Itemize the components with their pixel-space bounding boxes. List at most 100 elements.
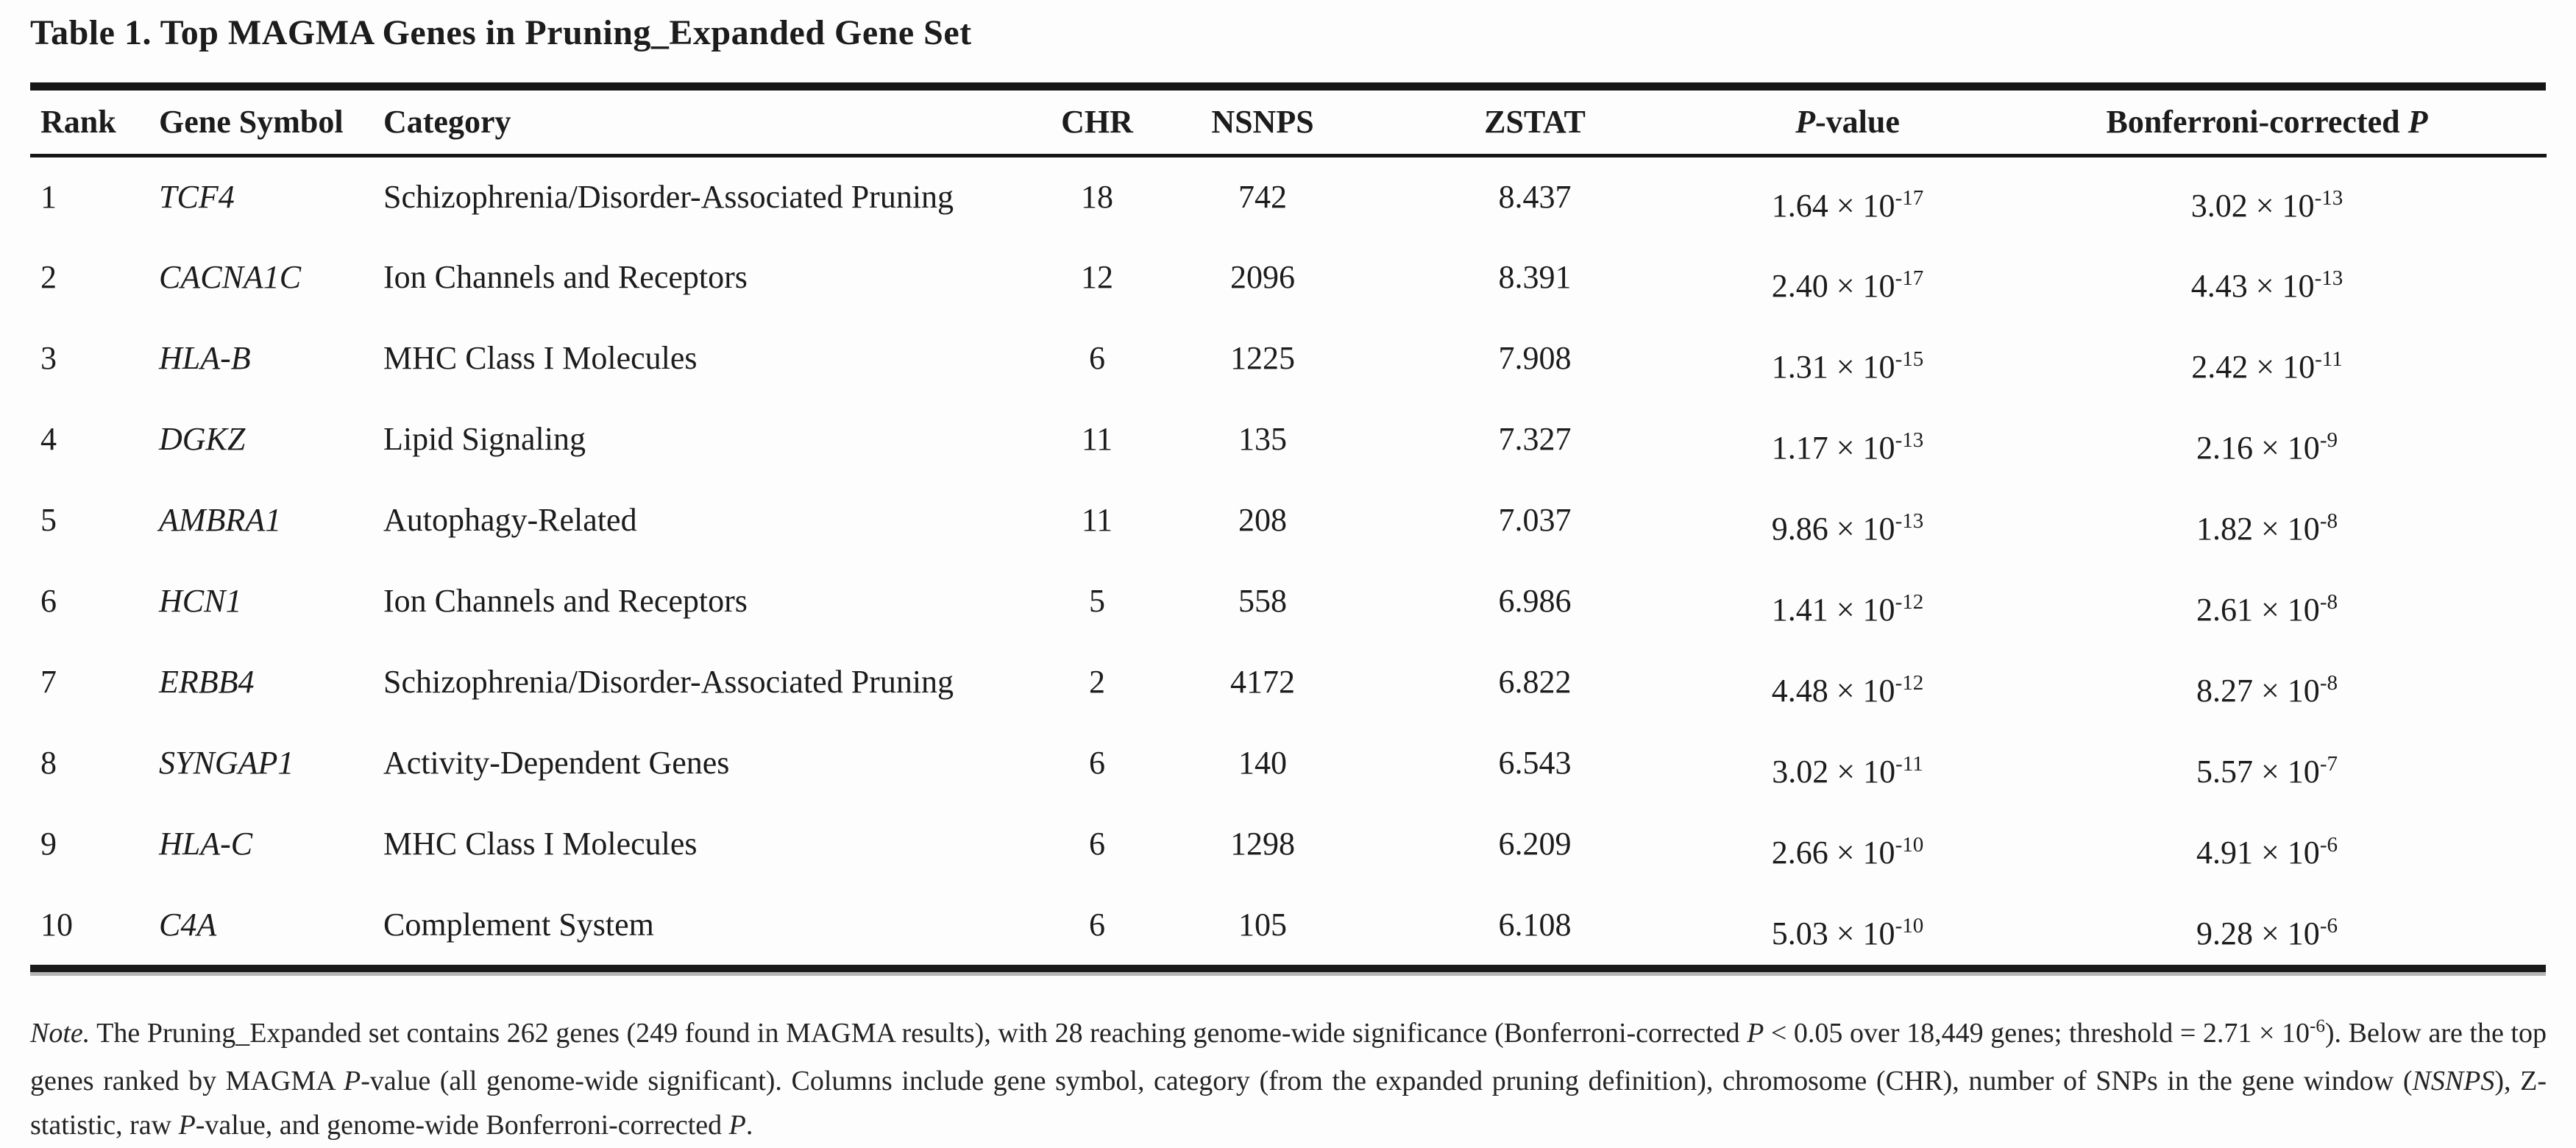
bonferroni-base: 2.61 × 10 — [2196, 591, 2320, 628]
bonferroni-exponent: -8 — [2319, 670, 2338, 695]
table-row: 3 HLA-B MHC Class I Molecules 6 1225 7.9… — [30, 317, 2547, 398]
rank-cell: 9 — [40, 825, 57, 862]
rank-cell: 4 — [40, 420, 57, 457]
bonferroni-cell: 8.27 × 10-8 — [1987, 641, 2547, 722]
chr-cell: 2 — [1089, 663, 1105, 700]
bonferroni-base: 2.16 × 10 — [2196, 429, 2320, 466]
col-header-pvalue: P-value — [1708, 91, 1987, 157]
pvalue-base: 2.40 × 10 — [1771, 267, 1895, 304]
pvalue-exponent: -10 — [1895, 913, 1924, 938]
pvalue-cell: 4.48 × 10-12 — [1708, 641, 1987, 722]
nsnps-cell: 1225 — [1230, 339, 1295, 376]
pvalue-cell: 1.64 × 10-17 — [1708, 155, 1987, 236]
bonferroni-exponent: -13 — [2314, 185, 2343, 210]
bonferroni-base: 1.82 × 10 — [2196, 510, 2320, 547]
zstat-cell: 8.391 — [1498, 258, 1572, 295]
pvalue-base: 1.41 × 10 — [1771, 591, 1895, 628]
bonferroni-base: 4.43 × 10 — [2190, 267, 2315, 304]
nsnps-cell: 135 — [1238, 420, 1287, 457]
table-note: Note. The Pruning_Expanded set contains … — [30, 1016, 2547, 1141]
zstat-cell: 6.822 — [1498, 663, 1572, 700]
pvalue-base: 2.66 × 10 — [1771, 834, 1895, 871]
category-cell: MHC Class I Molecules — [383, 825, 698, 862]
zstat-cell: 6.108 — [1498, 906, 1572, 943]
pvalue-base: 4.48 × 10 — [1771, 672, 1895, 709]
rank-cell: 3 — [40, 339, 57, 376]
gene-symbol-cell: AMBRA1 — [159, 501, 282, 538]
page-title: Table 1. Top MAGMA Genes in Pruning_Expa… — [30, 13, 972, 52]
table-row: 8 SYNGAP1 Activity-Dependent Genes 6 140… — [30, 722, 2547, 803]
chr-cell: 5 — [1089, 582, 1105, 619]
zstat-cell: 7.908 — [1498, 339, 1572, 376]
gene-symbol-cell: HCN1 — [159, 582, 242, 619]
table-body: 1 TCF4 Schizophrenia/Disorder-Associated… — [30, 155, 2547, 965]
pvalue-exponent: -10 — [1895, 832, 1924, 857]
pvalue-cell: 2.40 × 10-17 — [1708, 236, 1987, 317]
table-row: 4 DGKZ Lipid Signaling 11 135 7.327 1.17… — [30, 398, 2547, 479]
rank-cell: 5 — [40, 501, 57, 538]
category-cell: Activity-Dependent Genes — [383, 744, 730, 781]
col-header-rank: Rank — [30, 91, 159, 157]
pvalue-cell: 1.17 × 10-13 — [1708, 398, 1987, 479]
bonferroni-exponent: -6 — [2319, 832, 2338, 857]
pvalue-cell: 3.02 × 10-11 — [1708, 722, 1987, 803]
rank-cell: 2 — [40, 258, 57, 295]
pvalue-exponent: -17 — [1895, 266, 1924, 290]
pvalue-base: 5.03 × 10 — [1771, 915, 1895, 952]
bonferroni-base: 3.02 × 10 — [2190, 187, 2315, 224]
chr-cell: 6 — [1089, 339, 1105, 376]
bonferroni-exponent: -8 — [2319, 589, 2338, 614]
table-row: 5 AMBRA1 Autophagy-Related 11 208 7.037 … — [30, 479, 2547, 560]
pvalue-cell: 9.86 × 10-13 — [1708, 479, 1987, 560]
table-row: 2 CACNA1C Ion Channels and Receptors 12 … — [30, 236, 2547, 317]
nsnps-cell: 1298 — [1230, 825, 1295, 862]
bonferroni-base: 4.91 × 10 — [2196, 834, 2320, 871]
magma-genes-table: Rank Gene Symbol Category CHR NSNPS ZSTA… — [30, 91, 2547, 965]
bonferroni-exponent: -9 — [2319, 428, 2338, 452]
pvalue-cell: 5.03 × 10-10 — [1708, 884, 1987, 965]
gene-symbol-cell: CACNA1C — [159, 258, 302, 295]
chr-cell: 11 — [1081, 501, 1113, 538]
bonferroni-cell: 2.42 × 10-11 — [1987, 317, 2547, 398]
pvalue-exponent: -15 — [1895, 347, 1924, 371]
bonferroni-base: 9.28 × 10 — [2196, 915, 2320, 952]
gene-symbol-cell: SYNGAP1 — [159, 744, 294, 781]
rank-cell: 8 — [40, 744, 57, 781]
bonferroni-base: 2.42 × 10 — [2191, 348, 2316, 385]
pvalue-base: 9.86 × 10 — [1771, 510, 1895, 547]
pvalue-cell: 1.41 × 10-12 — [1708, 560, 1987, 641]
bonferroni-cell: 1.82 × 10-8 — [1987, 479, 2547, 560]
bonferroni-exponent: -11 — [2315, 347, 2343, 371]
bonferroni-cell: 2.61 × 10-8 — [1987, 560, 2547, 641]
bonferroni-cell: 2.16 × 10-9 — [1987, 398, 2547, 479]
table-header-row: Rank Gene Symbol Category CHR NSNPS ZSTA… — [30, 91, 2547, 157]
pvalue-base: 1.31 × 10 — [1771, 348, 1895, 385]
category-cell: Complement System — [383, 906, 654, 943]
rank-cell: 7 — [40, 663, 57, 700]
col-header-bonferroni: Bonferroni-corrected P — [1987, 91, 2547, 157]
bonferroni-cell: 5.57 × 10-7 — [1987, 722, 2547, 803]
pvalue-exponent: -12 — [1895, 670, 1924, 695]
gene-symbol-cell: C4A — [159, 906, 217, 943]
bonferroni-base: 8.27 × 10 — [2196, 672, 2320, 709]
chr-cell: 6 — [1089, 825, 1105, 862]
chr-cell: 6 — [1089, 744, 1105, 781]
pvalue-base: 1.64 × 10 — [1771, 187, 1895, 224]
col-header-nsnps: NSNPS — [1163, 91, 1362, 157]
rank-cell: 10 — [40, 906, 73, 943]
bonferroni-cell: 3.02 × 10-13 — [1987, 155, 2547, 236]
category-cell: Ion Channels and Receptors — [383, 258, 748, 295]
pvalue-cell: 1.31 × 10-15 — [1708, 317, 1987, 398]
bonferroni-cell: 9.28 × 10-6 — [1987, 884, 2547, 965]
nsnps-cell: 742 — [1238, 178, 1287, 215]
chr-cell: 11 — [1081, 420, 1113, 457]
nsnps-cell: 208 — [1238, 501, 1287, 538]
bonferroni-exponent: -8 — [2319, 509, 2338, 533]
pvalue-exponent: -13 — [1895, 428, 1924, 452]
pvalue-base: 1.17 × 10 — [1771, 429, 1895, 466]
category-cell: MHC Class I Molecules — [383, 339, 698, 376]
rank-cell: 1 — [40, 178, 57, 215]
bonferroni-exponent: -7 — [2319, 751, 2338, 776]
category-cell: Autophagy-Related — [383, 501, 637, 538]
